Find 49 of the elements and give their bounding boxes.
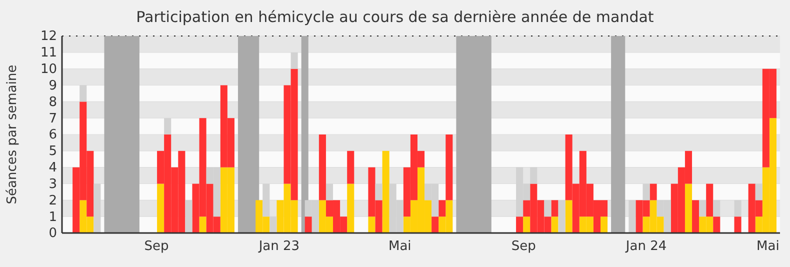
x-tick-label: Sep xyxy=(511,239,536,254)
bar xyxy=(699,200,706,217)
y-tick-label: 4 xyxy=(48,160,57,176)
bar xyxy=(558,200,566,233)
y-tick-label: 7 xyxy=(48,111,57,126)
bar xyxy=(185,200,192,233)
y-tick-label: 6 xyxy=(48,128,57,143)
bar xyxy=(713,216,720,233)
y-tick-label: 11 xyxy=(40,46,57,61)
bar xyxy=(684,184,692,233)
bar xyxy=(523,216,530,233)
chart-title: Participation en hémicycle au cours de sa dernière année de mandat xyxy=(136,8,654,26)
x-tick-label: Mai xyxy=(388,239,412,254)
bar xyxy=(438,200,446,217)
y-axis-title: Séances par semaine xyxy=(5,64,20,204)
bar xyxy=(600,216,608,233)
bar xyxy=(368,216,376,233)
bar xyxy=(347,184,354,233)
bar xyxy=(544,200,552,217)
bar xyxy=(304,216,312,233)
bar xyxy=(382,150,390,233)
bar xyxy=(650,184,657,200)
bar xyxy=(551,216,558,233)
y-tick-label: 0 xyxy=(48,226,57,242)
bar xyxy=(157,184,164,233)
x-tick-label: Sep xyxy=(144,239,169,254)
bar xyxy=(270,216,277,233)
y-tick-label: 1 xyxy=(48,210,57,225)
bar xyxy=(692,200,700,233)
bar xyxy=(199,216,206,233)
y-tick-label: 5 xyxy=(48,144,57,160)
y-tick-label: 9 xyxy=(48,78,57,94)
bar xyxy=(551,200,558,217)
y-tick-label: 3 xyxy=(48,176,57,192)
bar xyxy=(432,216,439,233)
bar xyxy=(516,216,524,233)
bar xyxy=(706,184,714,217)
y-tick-label: 8 xyxy=(48,94,57,110)
y-tick-label: 2 xyxy=(48,193,57,208)
bar xyxy=(347,150,354,184)
bar xyxy=(565,200,572,233)
bar xyxy=(318,134,326,200)
y-tick-label: 10 xyxy=(40,62,57,77)
bar xyxy=(734,216,742,233)
x-tick-label: Jan 23 xyxy=(258,239,300,254)
x-tick-label: Mai xyxy=(756,239,780,254)
y-tick-label: 12 xyxy=(40,29,57,44)
x-tick-label: Jan 24 xyxy=(624,239,667,254)
bar xyxy=(446,134,453,200)
